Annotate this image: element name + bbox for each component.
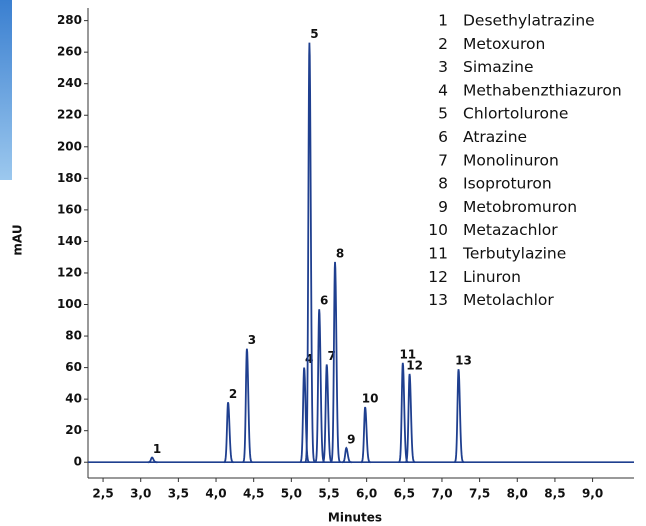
y-tick-label: 160 xyxy=(57,202,82,216)
y-tick-label: 20 xyxy=(65,423,82,437)
x-tick-label: 4,0 xyxy=(205,487,226,501)
peak xyxy=(147,456,158,464)
peak-label: 11 xyxy=(399,347,416,361)
legend-name: Linuron xyxy=(463,268,521,286)
peak-label: 1 xyxy=(153,442,161,456)
y-tick-label: 180 xyxy=(57,171,82,185)
peak-label: 13 xyxy=(455,354,472,368)
peak xyxy=(405,373,416,464)
x-tick-label: 6,5 xyxy=(394,487,415,501)
y-tick-label: 100 xyxy=(57,297,82,311)
peak-label: 9 xyxy=(347,433,355,447)
legend-name: Isoproturon xyxy=(463,175,552,193)
peak xyxy=(314,309,325,464)
x-tick-label: 3,0 xyxy=(130,487,151,501)
y-axis-label: mAU xyxy=(11,224,25,255)
peak-label: 7 xyxy=(328,349,336,363)
legend-name: Metolachlor xyxy=(463,291,554,309)
y-tick-label: 60 xyxy=(65,360,82,374)
peak xyxy=(322,364,333,464)
x-tick-label: 8,5 xyxy=(544,487,565,501)
x-tick-label: 9,0 xyxy=(582,487,603,501)
legend-name: Monolinuron xyxy=(463,151,559,169)
legend-name: Atrazine xyxy=(463,128,527,146)
legend-name: Metoxuron xyxy=(463,35,545,53)
peak-label: 8 xyxy=(336,246,344,260)
peak-label: 4 xyxy=(305,352,313,366)
legend-name: Metazachlor xyxy=(463,221,558,239)
peak-label: 5 xyxy=(310,27,318,41)
peak xyxy=(360,406,371,464)
x-tick-label: 6,0 xyxy=(356,487,377,501)
x-tick-label: 5,0 xyxy=(281,487,302,501)
x-tick-label: 7,0 xyxy=(431,487,452,501)
decor-stripe xyxy=(0,0,12,180)
x-tick-label: 2,5 xyxy=(92,487,113,501)
x-tick-label: 4,5 xyxy=(243,487,264,501)
legend-number: 6 xyxy=(438,128,448,146)
x-tick-label: 8,0 xyxy=(507,487,528,501)
peak-label: 3 xyxy=(248,333,256,347)
y-tick-label: 0 xyxy=(74,455,82,469)
peak xyxy=(299,367,310,464)
y-tick-label: 40 xyxy=(65,392,82,406)
y-tick-label: 240 xyxy=(57,76,82,90)
legend-number: 9 xyxy=(438,198,448,216)
y-tick-label: 140 xyxy=(57,234,82,248)
legend-number: 7 xyxy=(438,151,448,169)
y-tick-label: 260 xyxy=(57,45,82,59)
legend-number: 2 xyxy=(438,35,448,53)
legend-number: 3 xyxy=(438,58,448,76)
legend-number: 13 xyxy=(428,291,448,309)
legend-number: 10 xyxy=(428,221,448,239)
legend-number: 11 xyxy=(428,245,448,263)
peak-label: 2 xyxy=(229,387,237,401)
legend-name: Methabenzthiazuron xyxy=(463,81,622,99)
y-tick-label: 280 xyxy=(57,13,82,27)
peak xyxy=(304,42,316,463)
y-tick-label: 120 xyxy=(57,265,82,279)
peak xyxy=(242,348,253,464)
peak xyxy=(454,369,465,464)
legend-name: Terbutylazine xyxy=(462,245,566,263)
peak-label: 6 xyxy=(320,294,328,308)
x-tick-label: 3,5 xyxy=(168,487,189,501)
legend-name: Chlortolurone xyxy=(463,105,568,123)
peak xyxy=(223,402,234,464)
y-tick-label: 80 xyxy=(65,329,82,343)
legend-number: 5 xyxy=(438,105,448,123)
legend-name: Simazine xyxy=(463,58,534,76)
legend-number: 12 xyxy=(428,268,448,286)
y-tick-label: 200 xyxy=(57,139,82,153)
x-tick-label: 7,5 xyxy=(469,487,490,501)
legend-number: 8 xyxy=(438,175,448,193)
peak-label: 10 xyxy=(362,392,379,406)
legend-number: 4 xyxy=(438,81,448,99)
legend-number: 1 xyxy=(438,12,448,30)
peak xyxy=(342,446,352,464)
legend-name: Metobromuron xyxy=(463,198,577,216)
legend-name: Desethylatrazine xyxy=(463,12,595,30)
y-tick-label: 220 xyxy=(57,108,82,122)
peak-label: 12 xyxy=(406,358,423,372)
x-tick-label: 5,5 xyxy=(318,487,339,501)
peak xyxy=(330,261,341,464)
x-axis-label: Minutes xyxy=(328,511,382,525)
